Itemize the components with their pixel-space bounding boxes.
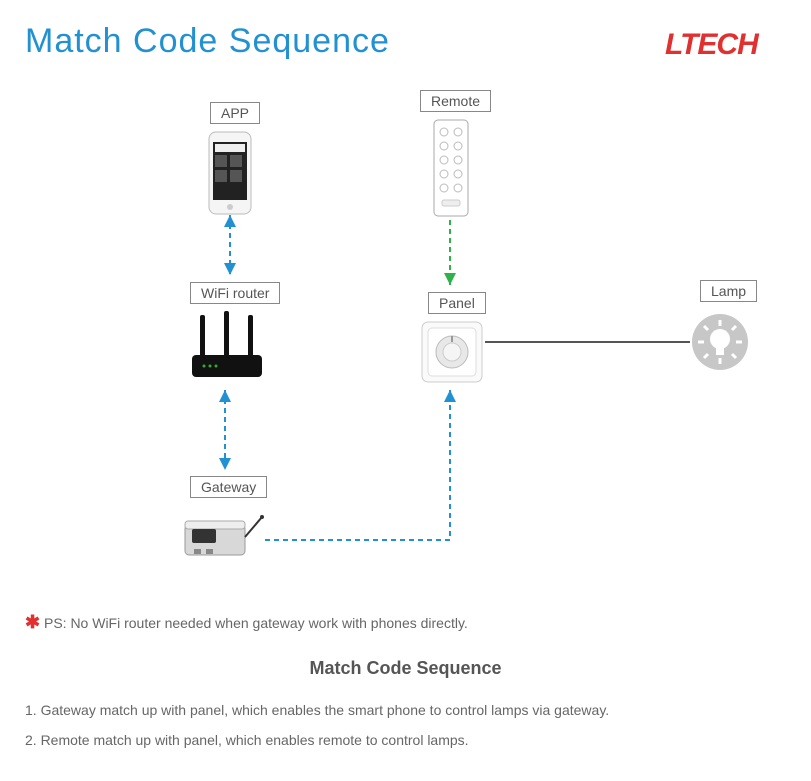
- label-panel: Panel: [428, 292, 486, 314]
- label-router: WiFi router: [190, 282, 280, 304]
- brand-logo: LTECH: [665, 28, 758, 62]
- subtitle: Match Code Sequence: [0, 658, 811, 679]
- device-panel: [420, 320, 484, 389]
- device-gateway: [180, 507, 275, 572]
- device-lamp: [690, 312, 750, 377]
- diagram-area: APP WiFi router Gateway: [0, 80, 811, 590]
- label-lamp: Lamp: [700, 280, 757, 302]
- device-app-phone: [205, 130, 255, 221]
- edge-gateway-panel: [265, 390, 450, 540]
- step-2: 2. Remote match up with panel, which ena…: [25, 732, 469, 748]
- page-title: Match Code Sequence: [25, 22, 390, 61]
- label-app: APP: [210, 102, 260, 124]
- ps-star-icon: ✱: [25, 612, 40, 632]
- label-remote: Remote: [420, 90, 491, 112]
- label-gateway: Gateway: [190, 476, 267, 498]
- device-remote: [430, 118, 472, 223]
- ps-text: PS: No WiFi router needed when gateway w…: [44, 615, 468, 631]
- ps-note: ✱ PS: No WiFi router needed when gateway…: [25, 612, 468, 633]
- device-router: [172, 305, 282, 390]
- step-1: 1. Gateway match up with panel, which en…: [25, 702, 609, 718]
